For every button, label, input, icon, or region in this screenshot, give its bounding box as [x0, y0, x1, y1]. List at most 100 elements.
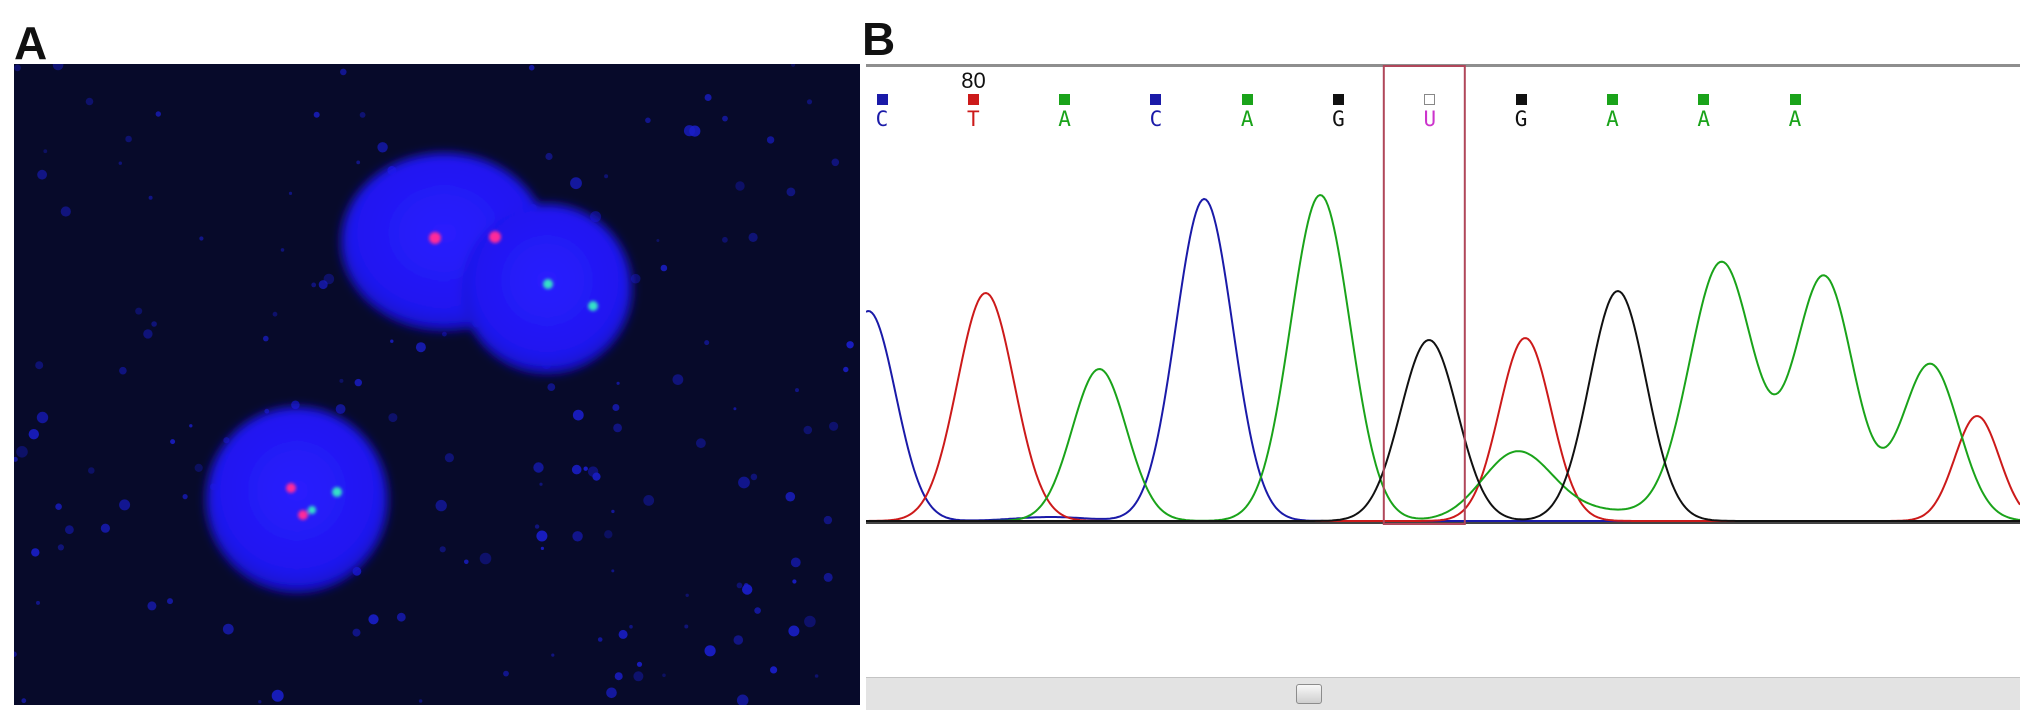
- micrograph-image: [14, 64, 854, 705]
- base-quality-marker: [1150, 94, 1162, 105]
- debris-speck: [147, 601, 157, 611]
- base-call: A: [1235, 94, 1259, 130]
- debris-speck: [618, 629, 628, 639]
- debris-speck: [829, 421, 839, 431]
- debris-speck: [630, 273, 641, 284]
- debris-speck: [614, 672, 623, 681]
- base-call: A: [1053, 94, 1077, 130]
- red-probe-signal: [489, 231, 501, 243]
- debris-speck: [696, 438, 706, 449]
- debris-speck: [604, 174, 609, 179]
- debris-speck: [795, 388, 799, 393]
- debris-speck: [788, 625, 800, 637]
- debris-speck: [685, 593, 689, 597]
- base-call: A: [1600, 94, 1624, 130]
- debris-speck: [125, 135, 132, 143]
- debris-speck: [390, 339, 394, 343]
- panel-a-label: A: [14, 17, 48, 69]
- debris-speck: [597, 637, 603, 642]
- sequencing-chromatogram: 80 C T A C A G U G A A A: [866, 64, 2020, 710]
- debris-speck: [199, 236, 204, 241]
- debris-speck: [368, 614, 379, 625]
- debris-speck: [656, 239, 660, 242]
- horizontal-scrollbar[interactable]: [866, 677, 2020, 710]
- debris-speck: [790, 557, 801, 568]
- debris-speck: [263, 335, 269, 342]
- debris-speck: [415, 342, 426, 353]
- debris-speck: [388, 413, 398, 423]
- debris-speck: [672, 374, 684, 385]
- base-quality-marker: [1059, 94, 1071, 105]
- debris-speck: [464, 559, 469, 565]
- debris-speck: [660, 264, 668, 272]
- debris-speck: [539, 482, 543, 486]
- debris-speck: [14, 456, 18, 462]
- debris-speck: [786, 187, 796, 197]
- debris-speck: [572, 531, 583, 542]
- debris-speck: [606, 687, 617, 699]
- debris-speck: [572, 409, 584, 421]
- debris-speck: [21, 698, 27, 704]
- debris-speck: [604, 530, 613, 539]
- debris-speck: [571, 464, 582, 475]
- debris-speck: [182, 494, 188, 500]
- debris-speck: [791, 64, 796, 67]
- debris-speck: [88, 467, 95, 474]
- debris-speck: [148, 195, 153, 200]
- base-call: U: [1418, 94, 1442, 130]
- debris-speck: [570, 177, 582, 190]
- debris-speck: [272, 311, 278, 317]
- debris-speck: [222, 623, 234, 635]
- base-call: G: [1509, 94, 1533, 130]
- debris-speck: [551, 653, 555, 657]
- debris-speck: [14, 64, 21, 72]
- debris-speck: [43, 149, 48, 154]
- debris-speck: [846, 341, 854, 349]
- trace-t: [866, 291, 2020, 522]
- base-call: A: [1692, 94, 1716, 130]
- debris-speck: [291, 400, 300, 410]
- debris-speck: [280, 248, 285, 252]
- base-letter: G: [1514, 107, 1528, 131]
- debris-speck: [31, 548, 40, 557]
- fish-micrograph: [14, 64, 860, 705]
- debris-speck: [396, 612, 406, 622]
- debris-speck: [770, 666, 778, 674]
- debris-speck: [804, 615, 816, 628]
- debris-speck: [155, 111, 161, 117]
- red-probe-signal: [429, 232, 441, 244]
- debris-speck: [662, 673, 666, 678]
- debris-speck: [533, 462, 544, 473]
- debris-speck: [636, 661, 643, 667]
- debris-speck: [536, 530, 548, 542]
- base-quality-marker: [1789, 94, 1801, 105]
- debris-speck: [704, 94, 712, 101]
- debris-speck: [704, 340, 710, 346]
- red-probe-signal: [298, 510, 308, 520]
- debris-speck: [785, 491, 796, 502]
- debris-speck: [118, 161, 123, 165]
- debris-speck: [288, 191, 293, 195]
- trace-a: [866, 193, 2020, 522]
- debris-speck: [479, 552, 492, 565]
- debris-speck: [583, 466, 588, 471]
- base-call: C: [870, 94, 894, 130]
- debris-speck: [611, 569, 615, 573]
- debris-speck: [143, 329, 153, 339]
- debris-speck: [313, 111, 320, 118]
- base-letter: A: [1697, 107, 1711, 131]
- chromatogram-traces: [866, 65, 2020, 525]
- base-call: A: [1783, 94, 1807, 130]
- debris-speck: [356, 160, 361, 165]
- debris-speck: [435, 499, 447, 512]
- green-probe-signal: [308, 506, 316, 514]
- base-letter: A: [1058, 107, 1071, 131]
- debris-speck: [119, 499, 131, 511]
- scrollbar-thumb[interactable]: [1296, 684, 1322, 704]
- green-probe-signal: [332, 487, 342, 497]
- debris-speck: [689, 125, 701, 137]
- base-quality-marker: [876, 94, 888, 105]
- debris-speck: [750, 473, 758, 481]
- debris-speck: [340, 68, 347, 76]
- debris-speck: [151, 321, 157, 327]
